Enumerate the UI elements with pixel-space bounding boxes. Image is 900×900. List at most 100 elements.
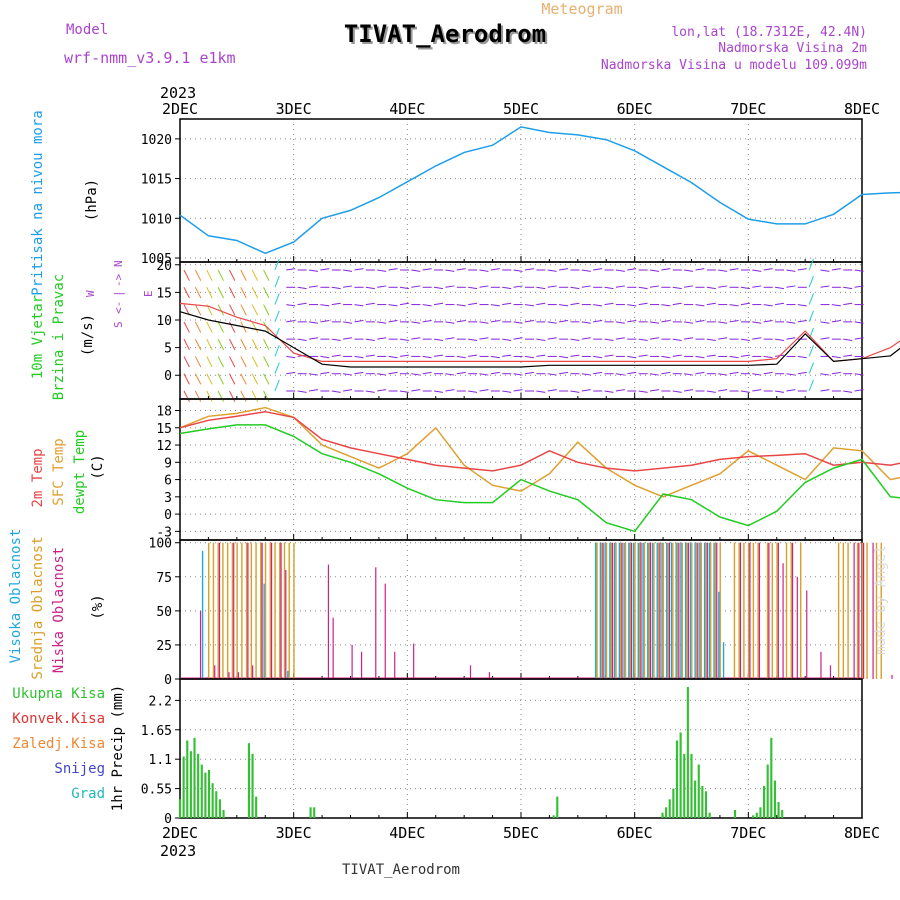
wind-arrow — [399, 286, 409, 290]
wind-arrow — [559, 355, 569, 359]
wind-arrow — [251, 338, 259, 351]
wind-arrow — [729, 320, 739, 323]
cloud-low-bar — [640, 542, 642, 679]
wind-arrow — [706, 390, 716, 393]
wind-arrow — [183, 373, 190, 385]
compass-west: W — [84, 290, 97, 297]
wind-arrow — [615, 373, 625, 376]
precip-total-bar — [247, 743, 250, 818]
cloud-low-bar — [233, 542, 235, 679]
cloud-mid-bar — [743, 542, 745, 679]
legend-freezing-rain: Zaledj.Kisa — [12, 736, 105, 752]
wind-arrow — [820, 321, 830, 324]
cloud-mid-bar — [800, 542, 802, 679]
wind-arrow — [627, 320, 637, 323]
wind-arrow — [615, 321, 625, 324]
precip-total-bar — [766, 764, 769, 818]
wind-arrow — [308, 269, 319, 272]
cloud-mid-bar — [634, 542, 636, 679]
cloud-mid-bar — [667, 542, 669, 679]
wind-arrow — [547, 337, 557, 340]
cloud-low-bar — [853, 542, 855, 679]
compass-west-arrow: <- — [112, 301, 125, 314]
wind-arrow — [638, 338, 648, 341]
cloud-low-bar — [820, 651, 822, 679]
wind-arrow — [513, 285, 523, 288]
y-tick-label: 1010 — [141, 212, 172, 227]
wind-arrow — [581, 337, 591, 340]
wind-arrow — [627, 268, 637, 271]
cloud-mid-bar — [714, 542, 717, 679]
cloud-low-bar — [697, 542, 699, 679]
y-tick-label: 18 — [156, 405, 172, 420]
wind-arrow — [377, 337, 387, 340]
wind-arrow — [854, 337, 864, 340]
precip-total-bar — [694, 780, 697, 818]
y-tick-label: 1020 — [141, 133, 172, 148]
wind-arrow — [445, 269, 455, 272]
wind-arrow — [718, 389, 728, 392]
cloud-low-bar — [777, 542, 779, 679]
cloud-mid-bar — [695, 542, 698, 679]
wind-arrow — [831, 304, 841, 307]
wind-arrow — [297, 286, 307, 290]
y-tick-label: 0 — [164, 508, 172, 523]
wind-arrow — [684, 389, 694, 392]
cloud-low-bar — [214, 665, 216, 679]
cloud-low-bar — [716, 542, 718, 679]
wind-arrow — [536, 338, 546, 341]
dewpt-ylabel: dewpt Temp — [72, 430, 88, 514]
bottom-date-label: 7DEC — [730, 824, 766, 842]
wind-arrow — [206, 287, 213, 299]
wind-arrow — [468, 390, 478, 393]
precip-total-bar — [255, 796, 258, 818]
wind-arrow — [672, 390, 682, 393]
wind-arrow — [217, 287, 224, 299]
cloud-mid-bar — [733, 542, 736, 679]
precip-total-bar — [207, 769, 211, 818]
wind-arrow — [808, 293, 814, 305]
wind-arrow — [638, 354, 648, 357]
wind-arrow — [854, 285, 864, 288]
cloud-low-bar — [280, 542, 282, 679]
cloud-low-bar — [247, 542, 249, 679]
cloud-mid-ylabel: Srednja Oblacnost — [30, 536, 46, 679]
wind-arrow — [251, 390, 259, 402]
wind-arrow — [445, 389, 455, 392]
wind-arrow — [354, 371, 364, 375]
wind-arrow — [593, 268, 603, 271]
cloud-mid-bar — [596, 542, 598, 679]
cloud-mid-bar — [236, 542, 238, 679]
wind-arrow — [422, 355, 432, 359]
precip-total-bar — [665, 807, 668, 818]
wind-arrow — [604, 302, 614, 306]
wind-arrow — [308, 389, 319, 392]
y-tick-label: -3 — [156, 525, 172, 540]
wind-arrow — [331, 302, 341, 306]
wind-arrow — [490, 355, 500, 359]
wind-arrow — [274, 345, 280, 357]
cloud-low-bar — [668, 542, 671, 679]
cloud-low-bar — [237, 672, 240, 679]
wind-arrow — [593, 355, 603, 359]
dewpt-line — [179, 424, 900, 533]
cloud-mid-bar — [648, 542, 650, 679]
cloud-mid-bar — [757, 542, 759, 679]
wind-arrow — [638, 390, 648, 393]
wind-arrow — [797, 355, 807, 359]
model-label: Model — [66, 22, 108, 38]
wind-arrow — [695, 320, 705, 323]
y-tick-label: 15 — [156, 422, 172, 437]
wind-arrow — [536, 302, 546, 306]
cloud-high-bar — [670, 542, 673, 679]
wind-arrow — [706, 286, 716, 290]
wind-arrow — [433, 354, 444, 357]
wind-arrow — [831, 355, 841, 359]
y-tick-label: 100 — [149, 537, 172, 552]
wind-arrow — [615, 389, 625, 392]
wind-arrow — [297, 302, 307, 306]
wind-arrow — [251, 304, 259, 316]
y-tick-label: 3 — [164, 491, 172, 506]
wind-arrow — [308, 337, 319, 340]
wind-arrow — [308, 321, 319, 324]
